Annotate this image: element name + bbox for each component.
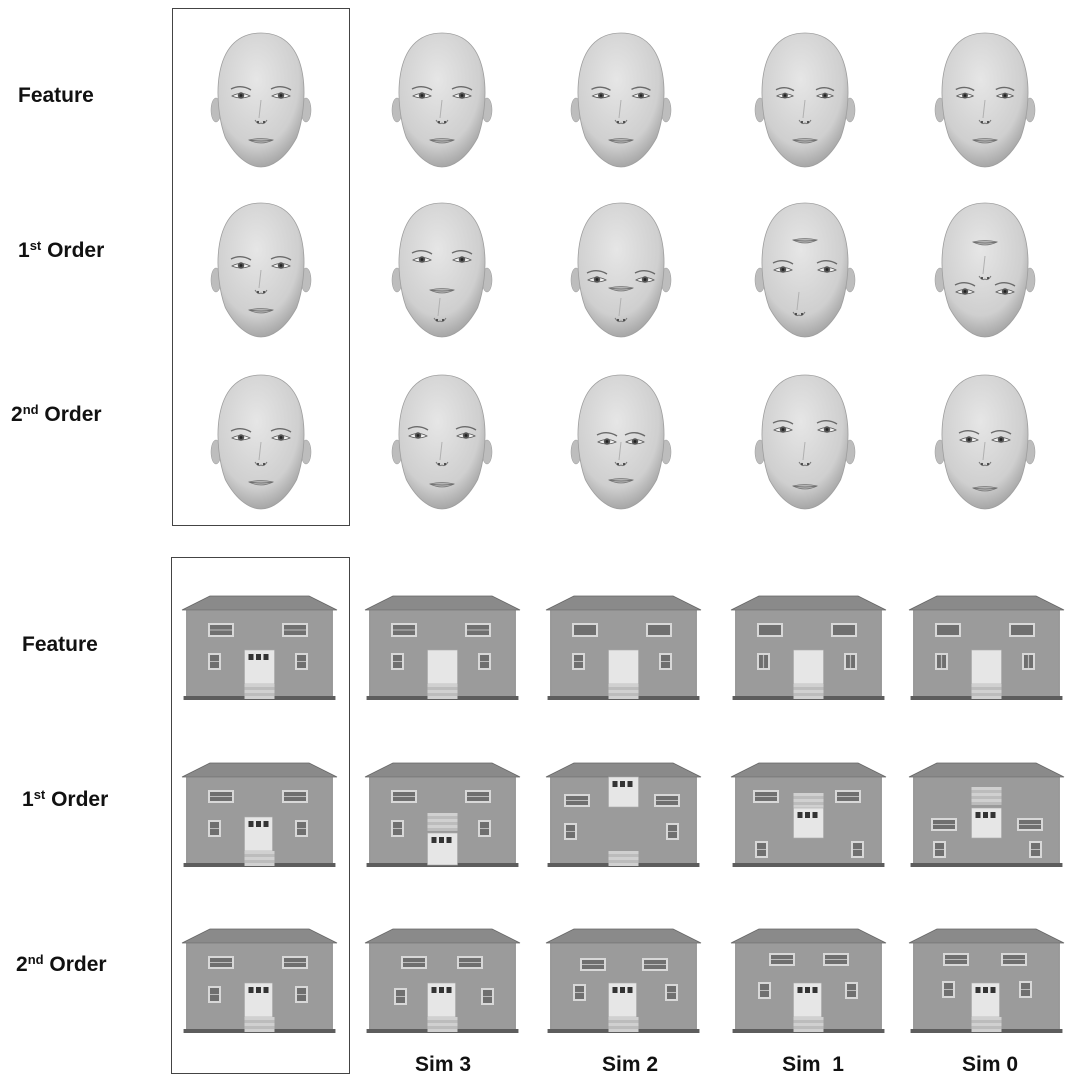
house-row-label-second-order: 2nd Order (16, 952, 107, 976)
column-label-sim-1: Sim 1 (782, 1053, 844, 1076)
face-row-label-second-order: 2nd Order (11, 402, 102, 426)
house-stimulus-r0-c4 (908, 595, 1065, 700)
column-label-sim-2: Sim 2 (601, 1053, 659, 1076)
face-stimulus-r2-c4 (934, 374, 1036, 510)
house-stimulus-r1-c3 (730, 762, 887, 867)
house-stimulus-r2-c3 (730, 928, 887, 1033)
house-stimulus-r0-c0 (181, 595, 338, 700)
face-stimulus-r1-c2 (570, 202, 672, 338)
face-stimulus-r0-c3 (754, 32, 856, 168)
face-stimulus-r0-c2 (570, 32, 672, 168)
face-stimulus-r0-c0 (210, 32, 312, 168)
face-row-label-first-order: 1st Order (18, 238, 105, 262)
house-stimulus-r2-c4 (908, 928, 1065, 1033)
house-row-label-first-order: 1st Order (22, 787, 109, 811)
face-reference-frame (172, 8, 350, 526)
face-stimulus-r2-c3 (754, 374, 856, 510)
face-stimulus-r2-c0 (210, 374, 312, 510)
house-stimulus-r0-c2 (545, 595, 702, 700)
house-stimulus-r0-c1 (364, 595, 521, 700)
house-stimulus-r2-c2 (545, 928, 702, 1033)
house-stimulus-r1-c1 (364, 762, 521, 867)
house-stimulus-r1-c0 (181, 762, 338, 867)
column-label-sim-3: Sim 3 (414, 1053, 472, 1076)
face-stimulus-r1-c0 (210, 202, 312, 338)
face-stimulus-r1-c1 (391, 202, 493, 338)
house-stimulus-r2-c0 (181, 928, 338, 1033)
face-row-label-feature: Feature (18, 84, 94, 107)
house-row-label-feature: Feature (22, 633, 98, 656)
face-stimulus-r1-c3 (754, 202, 856, 338)
face-stimulus-r2-c2 (570, 374, 672, 510)
house-stimulus-r0-c3 (730, 595, 887, 700)
face-stimulus-r1-c4 (934, 202, 1036, 338)
face-stimulus-r2-c1 (391, 374, 493, 510)
face-stimulus-r0-c4 (934, 32, 1036, 168)
face-stimulus-r0-c1 (391, 32, 493, 168)
house-stimulus-r1-c2 (545, 762, 702, 867)
house-stimulus-r2-c1 (364, 928, 521, 1033)
house-stimulus-r1-c4 (908, 762, 1065, 867)
column-label-sim-0: Sim 0 (961, 1053, 1019, 1076)
